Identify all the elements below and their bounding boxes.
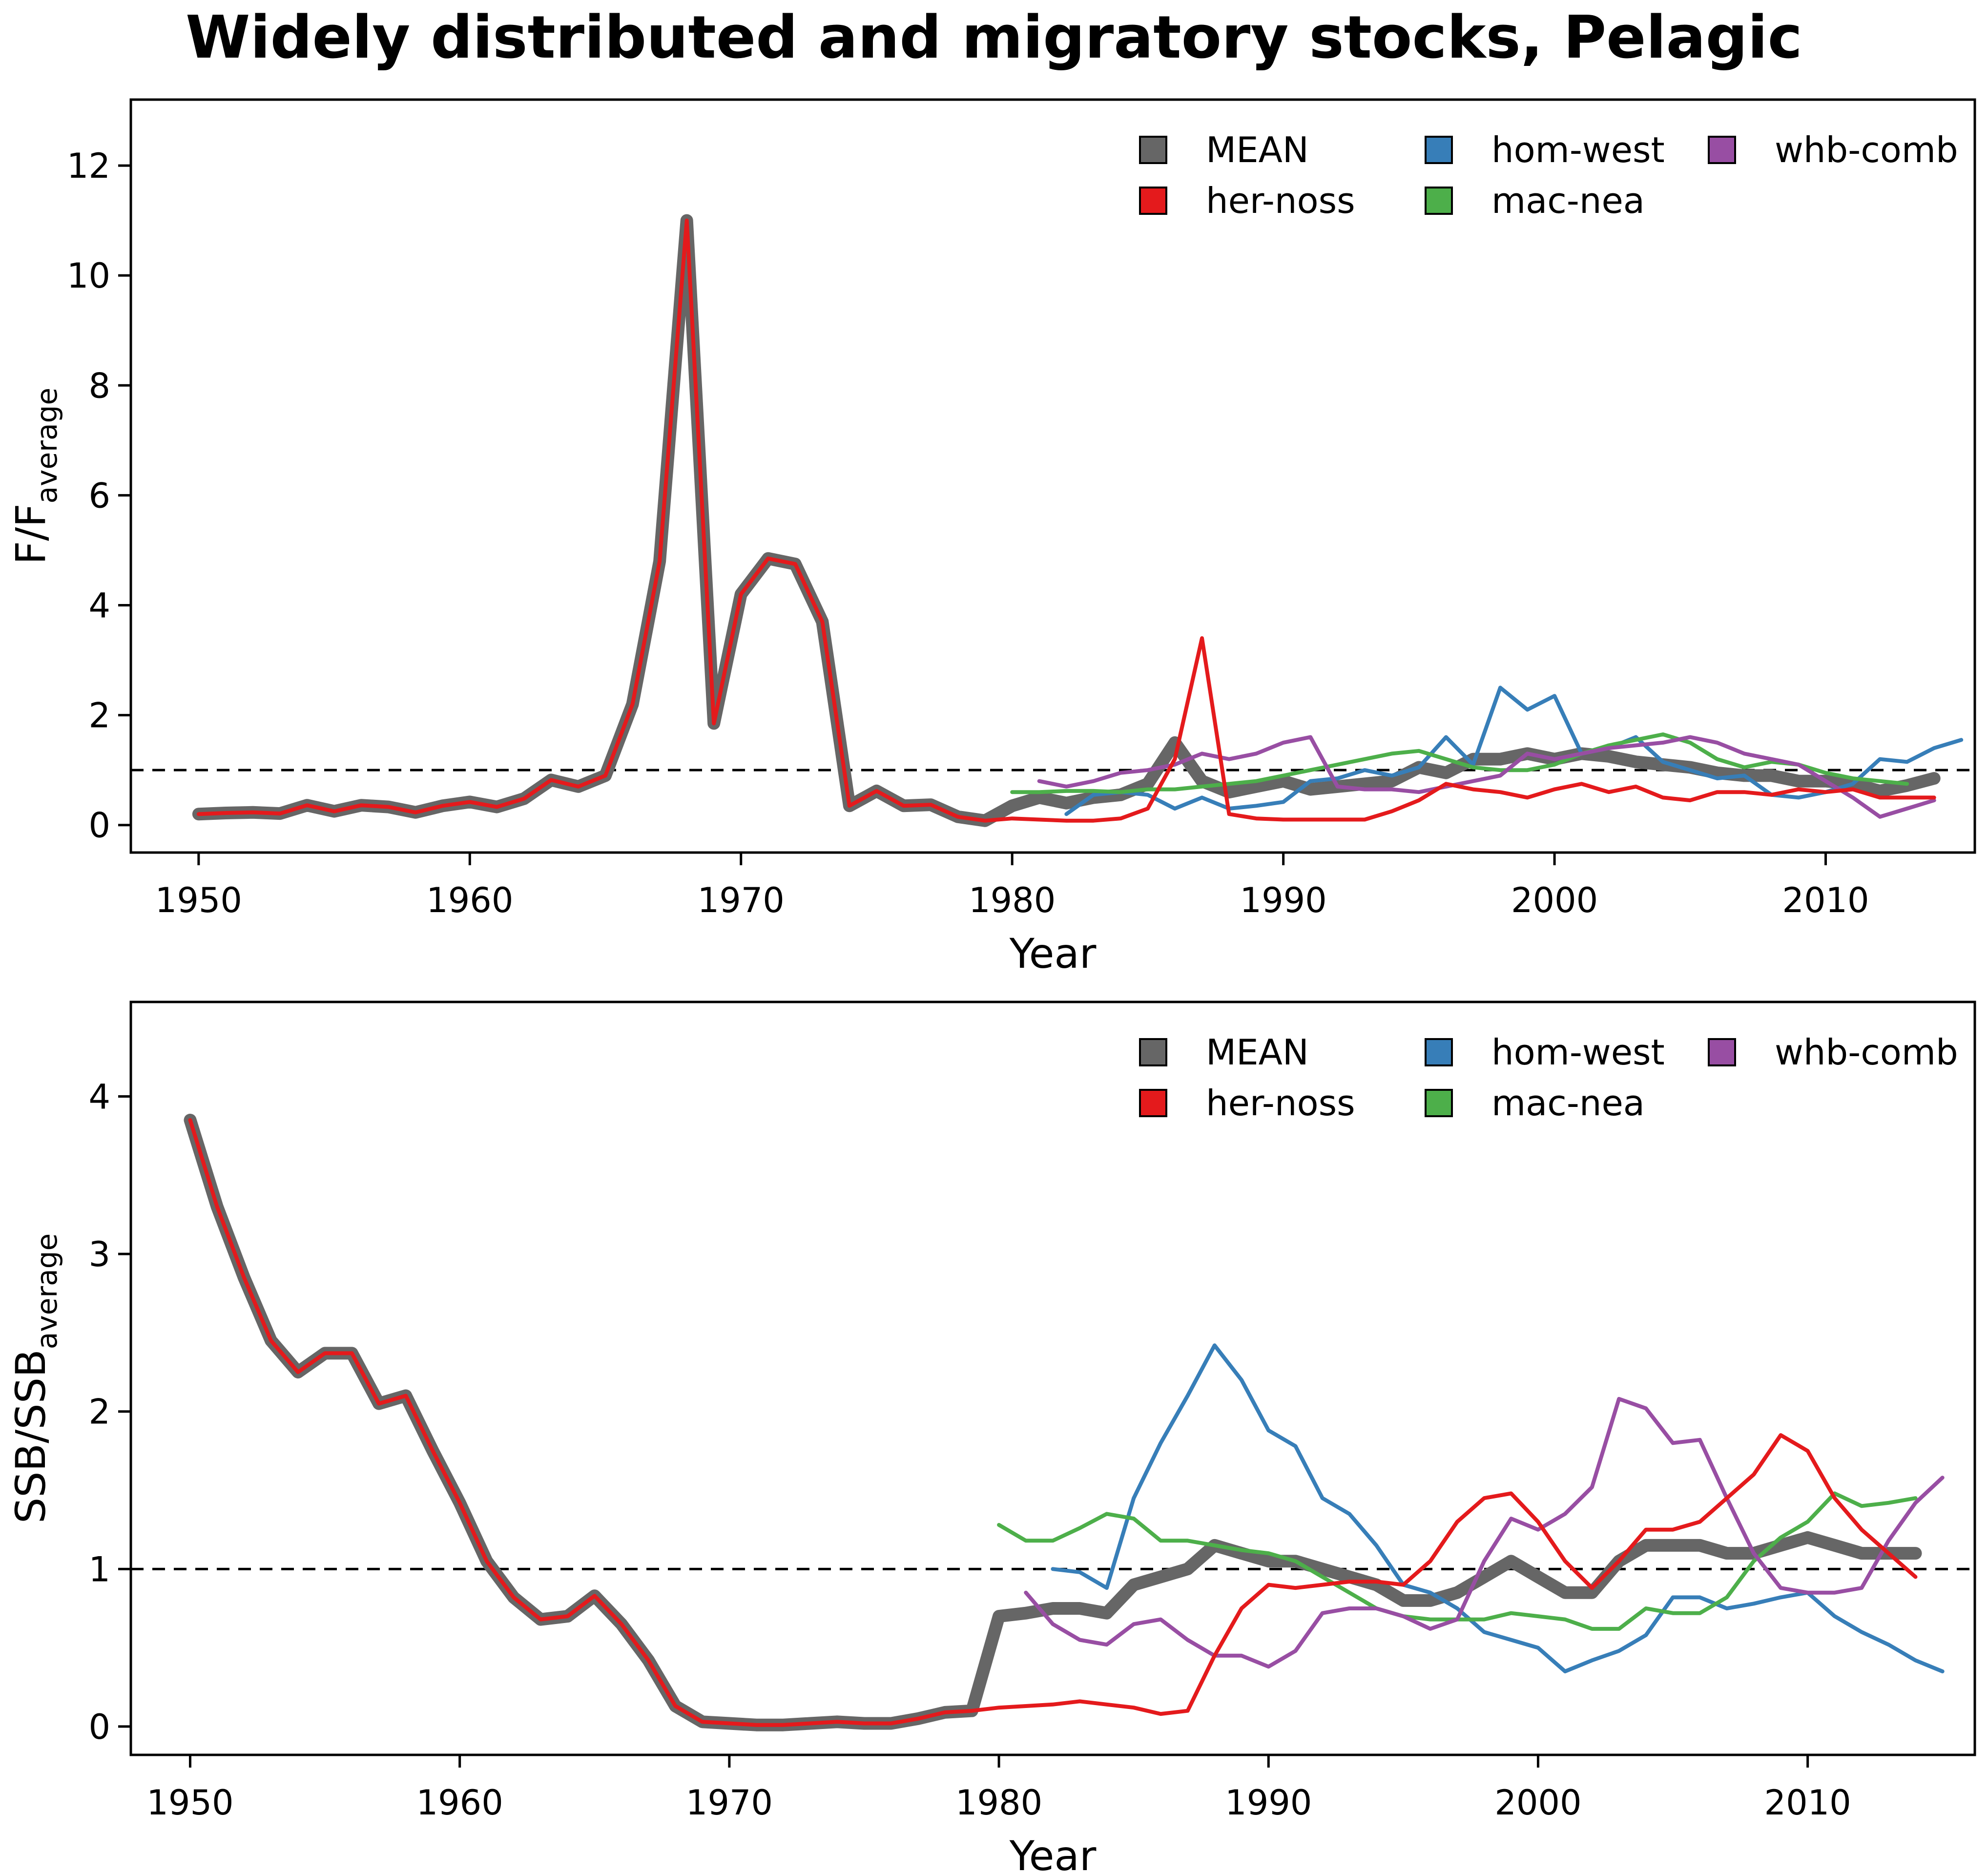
f-x-tick-label: 1950 — [155, 880, 242, 920]
ssb-series-whb-comb — [1024, 1396, 1945, 1669]
ssb-plot-frame — [129, 1000, 1976, 1756]
f-legend-swatch-hom-west — [1425, 136, 1453, 164]
f-plot-frame — [129, 98, 1976, 854]
f-legend-swatch-whb-comb — [1708, 136, 1736, 164]
f-series-her-noss — [196, 218, 1936, 823]
f-y-tick-label: 8 — [88, 366, 110, 406]
ssb-legend-label-mean: MEAN — [1206, 1032, 1309, 1073]
ssb-x-tick-label: 2010 — [1764, 1783, 1851, 1823]
ssb-series-hom-west — [1051, 1343, 1945, 1673]
f-y-tick-label: 6 — [88, 476, 110, 516]
panel-ssb-ratio: 1950 1960 1970 1980 1990 2000 2010 0 1 2 3 4 Year SSB… — [7, 1000, 1976, 1875]
ssb-y-axis-label: SSB/SSBaverage — [7, 1233, 63, 1523]
ssb-legend-swatch-whb-comb — [1708, 1038, 1736, 1066]
f-legend-swatch-mean — [1139, 136, 1167, 164]
f-y-tick-label: 0 — [88, 806, 110, 846]
ssb-x-tick-label: 1950 — [146, 1783, 233, 1823]
ssb-y-axis-label-main: SSB/SSB — [7, 1349, 55, 1523]
ssb-x-tick-label: 1960 — [416, 1783, 503, 1823]
ssb-legend-swatch-mac-nea — [1425, 1089, 1453, 1117]
ssb-series-her-noss — [188, 1118, 1918, 1727]
panel-f-ratio: 1950 1960 1970 1980 1990 2000 2010 0 2 4 6 8 10 12 Yea… — [7, 98, 1976, 978]
f-y-tick-label: 2 — [88, 696, 110, 736]
f-y-axis-label-subscript: average — [30, 388, 63, 503]
ssb-legend-label-whb-comb: whb-comb — [1775, 1032, 1958, 1073]
ssb-y-tick-label: 3 — [88, 1234, 110, 1274]
f-x-tick-label: 1980 — [969, 880, 1056, 920]
f-series-hom-west — [1064, 686, 1964, 816]
f-x-tick-label: 1970 — [698, 880, 785, 920]
ssb-x-tick-label: 1980 — [955, 1783, 1042, 1823]
f-y-tick-label: 10 — [67, 256, 110, 296]
ssb-legend-swatch-her-noss — [1139, 1089, 1167, 1117]
ssb-legend-label-her-noss: her-noss — [1206, 1083, 1355, 1124]
f-x-tick-label: 1960 — [426, 880, 513, 920]
ssb-legend-label-mac-nea: mac-nea — [1491, 1083, 1645, 1124]
f-series-mac-nea — [1010, 732, 1909, 794]
ssb-y-tick-label: 0 — [88, 1707, 110, 1747]
f-x-axis-label: Year — [1009, 930, 1097, 978]
f-legend-swatch-her-noss — [1139, 187, 1167, 215]
f-legend-label-her-noss: her-noss — [1206, 180, 1355, 221]
ssb-y-tick-label: 2 — [88, 1392, 110, 1432]
ssb-legend-swatch-hom-west — [1425, 1038, 1453, 1066]
ssb-x-axis-label: Year — [1009, 1832, 1097, 1875]
f-x-tick-label: 2000 — [1511, 880, 1598, 920]
ssb-legend-label-hom-west: hom-west — [1491, 1032, 1665, 1073]
ssb-y-tick-label: 1 — [88, 1549, 110, 1589]
f-y-tick-label: 12 — [67, 146, 110, 186]
f-x-tick-label: 1990 — [1240, 880, 1327, 920]
ssb-x-tick-label: 1990 — [1225, 1783, 1312, 1823]
f-y-tick-label: 4 — [88, 586, 110, 626]
f-y-axis-label-main: F/F — [7, 503, 55, 564]
ssb-legend-swatch-mean — [1139, 1038, 1167, 1066]
figure-title: Widely distributed and migratory stocks,… — [186, 4, 1802, 72]
f-legend-label-mac-nea: mac-nea — [1491, 180, 1645, 221]
ssb-y-tick-label: 4 — [88, 1077, 110, 1117]
ssb-y-axis-label-subscript: average — [30, 1233, 63, 1349]
ssb-x-tick-label: 2000 — [1494, 1783, 1581, 1823]
f-series-mean — [192, 214, 1941, 827]
f-y-axis-label: F/Faverage — [7, 388, 63, 564]
f-legend-swatch-mac-nea — [1425, 187, 1453, 215]
f-legend-label-whb-comb: whb-comb — [1775, 129, 1958, 170]
ssb-x-tick-label: 1970 — [686, 1783, 773, 1823]
f-series-whb-comb — [1037, 735, 1936, 819]
f-legend-label-mean: MEAN — [1206, 129, 1309, 170]
f-x-tick-label: 2010 — [1782, 880, 1869, 920]
f-legend-label-hom-west: hom-west — [1491, 129, 1665, 170]
